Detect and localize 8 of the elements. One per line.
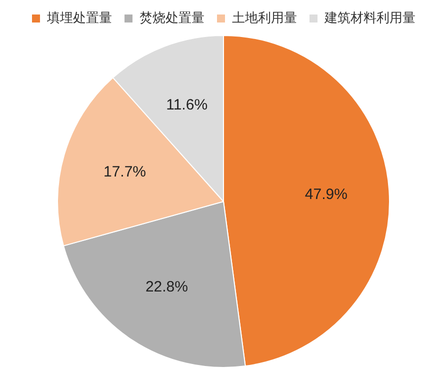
legend-label: 建筑材料利用量 bbox=[324, 10, 416, 26]
legend-label: 焚烧处置量 bbox=[140, 10, 204, 26]
legend-label: 土地利用量 bbox=[232, 10, 297, 26]
data-label: 47.9% bbox=[304, 186, 348, 203]
data-label: 17.7% bbox=[103, 164, 146, 181]
legend-label: 填埋处置量 bbox=[46, 10, 112, 26]
data-label: 11.6% bbox=[166, 96, 208, 114]
data-label: 22.8% bbox=[145, 278, 188, 296]
